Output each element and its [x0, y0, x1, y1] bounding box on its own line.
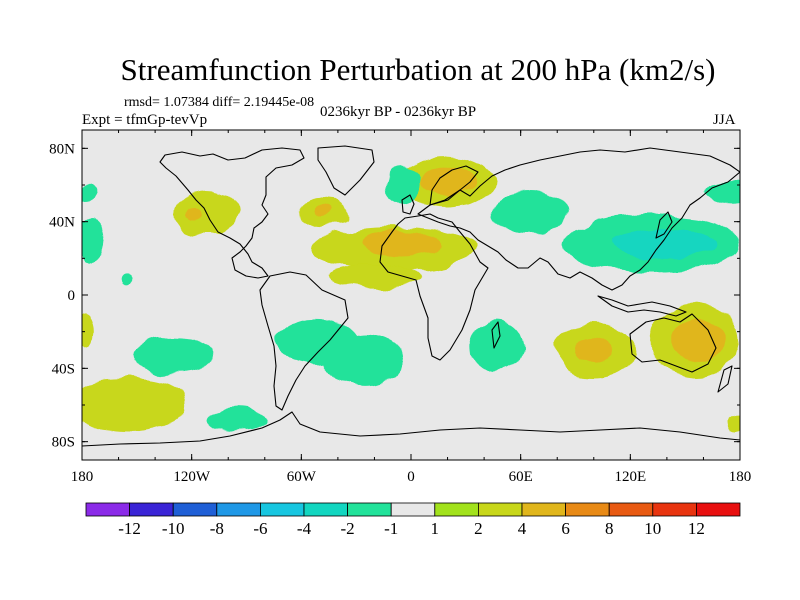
y-tick-label: 80N	[49, 141, 75, 157]
coast-madagascar	[491, 321, 501, 349]
x-tick-label: 60W	[287, 469, 317, 485]
coast-scandinavia	[429, 165, 479, 206]
colorbar-swatch	[652, 502, 697, 517]
colorbar-swatch	[434, 502, 479, 517]
colorbar-swatch	[477, 502, 523, 517]
colorbar-swatch	[259, 502, 305, 517]
season-label: JJA	[713, 112, 736, 128]
coast-japan	[655, 211, 673, 239]
anomaly-region	[82, 218, 106, 262]
x-tick-label: 60E	[509, 469, 533, 485]
y-tick-label: 40N	[49, 215, 75, 231]
colorbar-label: 12	[688, 519, 705, 538]
colorbar-swatch	[303, 502, 348, 517]
colorbar-swatch	[521, 502, 566, 517]
y-tick-label: 80S	[52, 435, 75, 451]
coast-antarctica	[82, 411, 740, 447]
y-tick-label: 0	[68, 288, 76, 304]
colorbar-swatch	[216, 502, 261, 517]
x-tick-label: 180	[729, 469, 752, 485]
colorbar-swatch	[172, 502, 218, 517]
colorbar-label: 8	[605, 519, 614, 538]
colorbar: -12 -10 -8 -6 -4 -2 -1 1 2 4 6 8 10 12	[85, 502, 741, 538]
y-tick-label: 40S	[52, 361, 75, 377]
anomaly-region	[122, 274, 134, 286]
anomaly-region	[82, 186, 95, 202]
coast-eurasia	[417, 147, 740, 291]
anomaly-region	[133, 337, 214, 374]
anomaly-region	[674, 320, 726, 362]
anomaly-region	[208, 408, 267, 431]
anomaly-region	[573, 335, 614, 365]
coastlines	[82, 145, 740, 447]
anomaly-region	[420, 166, 475, 196]
colorbar-label: -8	[210, 519, 224, 538]
colorbar-label: -12	[118, 519, 141, 538]
colorbar-swatch	[390, 502, 436, 517]
anomaly-region	[328, 265, 421, 288]
colorbar-swatch	[696, 502, 741, 517]
colorbar-label: -2	[341, 519, 355, 538]
stats-text: rmsd= 1.07384 diff= 2.19445e-08	[124, 95, 315, 110]
anomaly-region	[312, 207, 335, 218]
coast-north-america	[159, 147, 305, 279]
coast-australia	[629, 313, 717, 373]
x-tick-label: 180	[71, 469, 94, 485]
colorbar-label: 1	[431, 519, 440, 538]
anomaly-region	[383, 166, 421, 204]
coast-south-america	[259, 271, 349, 411]
colorbar-label: -6	[253, 519, 267, 538]
colorbar-label: 2	[474, 519, 483, 538]
colorbar-label: -1	[384, 519, 398, 538]
anomaly-region	[493, 190, 567, 235]
colorbar-swatch	[565, 502, 610, 517]
colorbar-label: -10	[162, 519, 185, 538]
x-tick-label: 120E	[614, 469, 646, 485]
coast-britain	[401, 194, 415, 215]
colorbar-label: -4	[297, 519, 312, 538]
anomaly-region	[729, 414, 740, 433]
anomaly-region	[182, 207, 201, 218]
colorbar-swatch	[347, 502, 392, 517]
anomaly-region	[361, 230, 443, 257]
x-tick-label: 120W	[173, 469, 211, 485]
experiment-label: Expt = tfmGp-tevVp	[82, 112, 208, 128]
colorbar-label: 6	[561, 519, 570, 538]
map-axes: 180 120W 60W 0 60E 120E 180 80N 40N 0 40S 80S	[49, 130, 751, 485]
colorbar-swatch	[608, 502, 654, 517]
anomaly-region	[82, 313, 95, 350]
colorbar-label: 4	[518, 519, 527, 538]
coast-europe-africa	[379, 213, 489, 361]
colorbar-label: 10	[644, 519, 661, 538]
coast-new-zealand	[717, 365, 733, 393]
anomaly-region	[82, 377, 187, 433]
anomaly-region	[471, 320, 523, 373]
colorbar-swatch	[85, 502, 130, 517]
colorbar-swatch	[129, 502, 174, 517]
coast-indonesia	[597, 295, 687, 317]
anomaly-region	[705, 181, 740, 204]
x-tick-label: 0	[407, 469, 415, 485]
period-label: 0236kyr BP - 0236kyr BP	[320, 104, 477, 120]
coast-greenland	[317, 145, 375, 196]
anomaly-region	[615, 229, 719, 259]
anomaly-region	[325, 333, 406, 385]
plot-title: Streamfunction Perturbation at 200 hPa (…	[120, 52, 716, 87]
